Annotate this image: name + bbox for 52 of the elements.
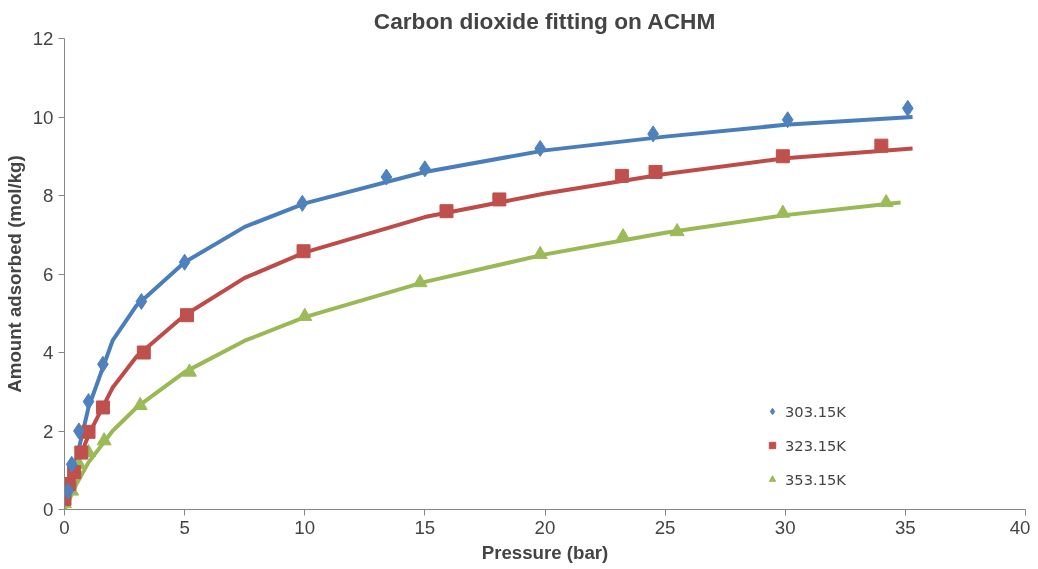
x-tick-label: 40 (1009, 516, 1031, 538)
point (781, 111, 794, 129)
x-tick-label: 5 (179, 516, 190, 538)
legend-label: 353.15K (785, 470, 846, 488)
point (532, 245, 548, 259)
point (296, 244, 311, 259)
x-tick-label: 15 (414, 516, 436, 538)
x-tick-label: 35 (895, 516, 916, 538)
point (74, 445, 89, 460)
point (492, 192, 507, 207)
x-tick-label: 30 (774, 516, 796, 538)
chart-title: Carbon dioxide fitting on ACHM (373, 7, 716, 34)
point (614, 168, 629, 183)
legend-label: 323.15K (785, 436, 846, 454)
y-tick-label: 12 (32, 28, 54, 49)
point (65, 455, 78, 473)
point (775, 204, 791, 218)
x-tick-label: 10 (294, 516, 316, 538)
y-tick-label: 6 (43, 263, 54, 285)
point (439, 204, 454, 219)
x-tick-label: 0 (59, 516, 70, 538)
x-tick-label: 20 (534, 516, 556, 538)
y-tick-label: 10 (32, 106, 54, 128)
point (775, 149, 790, 164)
point (96, 432, 112, 446)
y-axis-title: Amount adsorbed (mol/kg) (3, 155, 25, 393)
point (669, 223, 685, 237)
x-axis-title: Pressure (bar) (481, 541, 609, 563)
point (180, 308, 195, 323)
point (81, 424, 96, 439)
point (135, 292, 148, 310)
point (380, 168, 393, 186)
point (178, 253, 191, 271)
y-tick-label: 8 (43, 185, 54, 206)
point (878, 193, 894, 208)
point (136, 345, 151, 360)
point (181, 363, 197, 377)
point (874, 138, 889, 153)
y-tick-label: 0 (43, 499, 54, 520)
point (95, 400, 110, 415)
point (615, 228, 631, 242)
point (648, 164, 663, 179)
point (901, 99, 914, 117)
point (412, 274, 428, 288)
point (297, 307, 313, 321)
point (534, 139, 547, 157)
legend-label: 303.15K (785, 402, 846, 420)
y-tick-label: 2 (43, 420, 54, 442)
x-tick-label: 25 (654, 516, 676, 538)
point (132, 396, 148, 411)
point (296, 194, 309, 212)
y-tick-label: 4 (43, 342, 54, 363)
